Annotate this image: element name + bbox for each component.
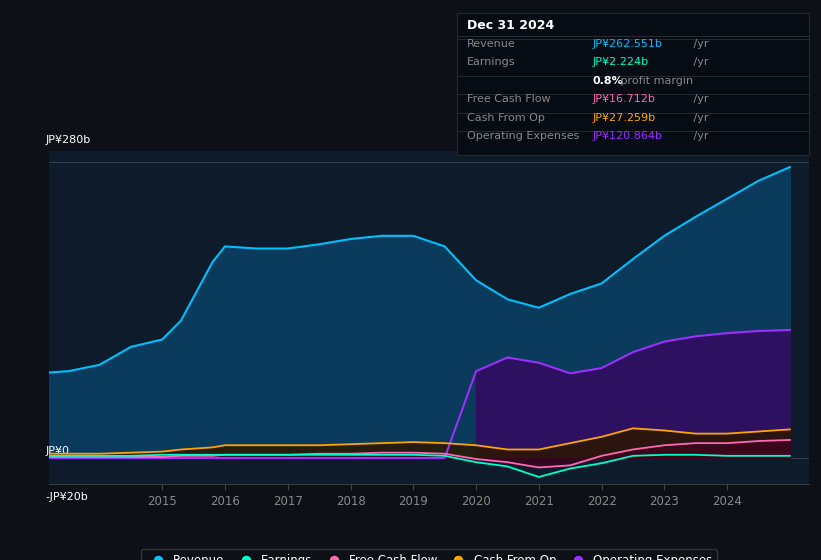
Text: -JP¥20b: -JP¥20b [45,492,88,502]
Text: /yr: /yr [690,94,709,104]
Text: /yr: /yr [690,131,709,141]
Text: 0.8%: 0.8% [593,76,623,86]
Text: Revenue: Revenue [467,39,516,49]
Text: JP¥0: JP¥0 [45,446,70,456]
Text: Earnings: Earnings [467,57,516,67]
Text: Cash From Op: Cash From Op [467,113,545,123]
Text: /yr: /yr [690,39,709,49]
Text: /yr: /yr [690,113,709,123]
Text: JP¥120.864b: JP¥120.864b [593,131,663,141]
Text: /yr: /yr [690,57,709,67]
Text: Operating Expenses: Operating Expenses [467,131,580,141]
Text: JP¥262.551b: JP¥262.551b [593,39,663,49]
Text: JP¥27.259b: JP¥27.259b [593,113,656,123]
Text: JP¥2.224b: JP¥2.224b [593,57,649,67]
Legend: Revenue, Earnings, Free Cash Flow, Cash From Op, Operating Expenses: Revenue, Earnings, Free Cash Flow, Cash … [141,549,717,560]
Text: Free Cash Flow: Free Cash Flow [467,94,551,104]
Text: JP¥16.712b: JP¥16.712b [593,94,656,104]
Text: profit margin: profit margin [617,76,694,86]
Text: JP¥280b: JP¥280b [45,134,90,144]
Text: Dec 31 2024: Dec 31 2024 [467,19,554,32]
